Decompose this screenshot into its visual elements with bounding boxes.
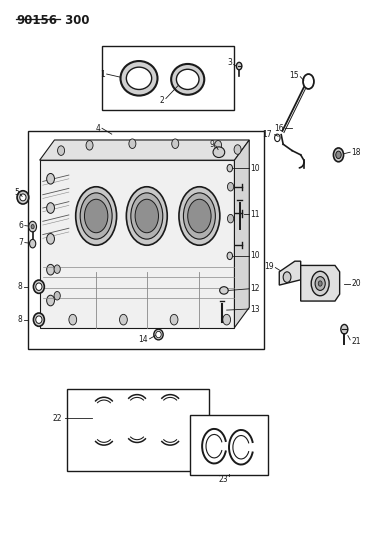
Ellipse shape: [156, 332, 161, 338]
Polygon shape: [39, 160, 235, 328]
Text: 10: 10: [250, 252, 260, 260]
Circle shape: [223, 314, 231, 325]
Ellipse shape: [131, 193, 163, 239]
Circle shape: [31, 224, 34, 229]
Circle shape: [318, 281, 322, 286]
Polygon shape: [301, 265, 340, 301]
Bar: [28, 131, 264, 349]
Circle shape: [227, 165, 233, 172]
Circle shape: [283, 272, 291, 282]
Text: 5: 5: [14, 188, 19, 197]
Circle shape: [341, 325, 348, 334]
Bar: [45, 274, 229, 325]
Text: 300: 300: [61, 14, 90, 27]
Text: 17: 17: [263, 130, 272, 139]
Ellipse shape: [176, 69, 199, 90]
Text: 4: 4: [95, 124, 100, 133]
Polygon shape: [39, 140, 249, 160]
Polygon shape: [279, 261, 301, 285]
Circle shape: [120, 314, 127, 325]
Bar: [112, 147, 145, 157]
Circle shape: [274, 134, 280, 142]
Bar: [154, 147, 188, 157]
Bar: [190, 415, 267, 475]
Text: 2: 2: [160, 96, 164, 105]
Ellipse shape: [33, 280, 44, 293]
Circle shape: [129, 139, 136, 149]
Ellipse shape: [213, 147, 225, 158]
Text: 8: 8: [17, 282, 22, 291]
Ellipse shape: [171, 64, 204, 95]
Ellipse shape: [33, 313, 44, 326]
Circle shape: [47, 173, 54, 184]
Ellipse shape: [126, 67, 152, 90]
Circle shape: [54, 292, 60, 300]
Text: 18: 18: [352, 148, 361, 157]
Ellipse shape: [154, 329, 163, 340]
Text: 9: 9: [209, 140, 214, 149]
Circle shape: [228, 214, 234, 223]
Bar: [67, 389, 209, 471]
Text: 11: 11: [250, 210, 260, 219]
Text: 8: 8: [17, 315, 22, 324]
Ellipse shape: [126, 187, 167, 245]
Ellipse shape: [183, 193, 215, 239]
Text: 12: 12: [250, 284, 260, 293]
Circle shape: [311, 271, 329, 296]
Circle shape: [30, 239, 36, 248]
Circle shape: [170, 314, 178, 325]
Ellipse shape: [188, 199, 211, 233]
Text: 16: 16: [274, 124, 283, 133]
Circle shape: [215, 141, 222, 150]
Bar: [102, 46, 235, 110]
Circle shape: [234, 145, 241, 155]
Ellipse shape: [76, 187, 117, 245]
Polygon shape: [235, 140, 249, 328]
Text: 6: 6: [18, 221, 23, 230]
Text: 23: 23: [219, 475, 229, 483]
Text: 13: 13: [250, 304, 260, 313]
Ellipse shape: [120, 61, 158, 95]
Circle shape: [57, 146, 65, 156]
Text: 20: 20: [352, 279, 361, 288]
Text: 7: 7: [18, 238, 23, 247]
Text: 22: 22: [53, 414, 62, 423]
Text: 15: 15: [289, 70, 299, 79]
Circle shape: [69, 314, 77, 325]
Circle shape: [228, 182, 234, 191]
Circle shape: [86, 141, 93, 150]
Circle shape: [29, 221, 36, 232]
Circle shape: [237, 62, 242, 70]
Text: 90156: 90156: [16, 14, 57, 27]
Ellipse shape: [80, 193, 112, 239]
Text: 19: 19: [264, 262, 273, 271]
Ellipse shape: [17, 191, 29, 204]
Circle shape: [227, 252, 233, 260]
Circle shape: [54, 265, 60, 273]
Text: 1: 1: [100, 70, 105, 78]
Text: 10: 10: [250, 164, 260, 173]
Circle shape: [303, 74, 314, 89]
Circle shape: [47, 264, 54, 275]
Ellipse shape: [220, 287, 228, 294]
Circle shape: [315, 277, 325, 290]
Circle shape: [47, 233, 54, 244]
Text: 14: 14: [138, 335, 148, 344]
Circle shape: [47, 203, 54, 213]
Circle shape: [334, 148, 344, 162]
Ellipse shape: [20, 194, 26, 201]
Ellipse shape: [179, 187, 220, 245]
Circle shape: [336, 151, 341, 159]
Text: 21: 21: [352, 337, 361, 346]
Circle shape: [172, 139, 179, 149]
Text: 3: 3: [228, 59, 233, 67]
Ellipse shape: [84, 199, 108, 233]
Ellipse shape: [36, 316, 42, 324]
Bar: [69, 147, 102, 157]
Circle shape: [47, 295, 54, 306]
Ellipse shape: [135, 199, 158, 233]
Ellipse shape: [36, 283, 42, 290]
